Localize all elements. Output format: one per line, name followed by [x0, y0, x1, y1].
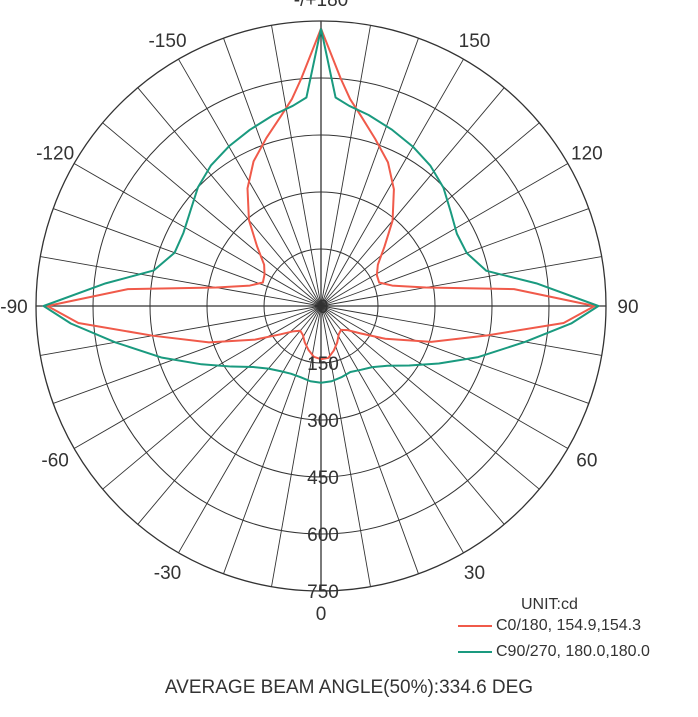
grid-spoke [53, 208, 322, 307]
radial-tick-label: 300 [307, 411, 339, 432]
radial-tick-labels: 0 150 300 450 600 750 [307, 297, 339, 603]
grid-spoke [320, 305, 540, 490]
grid-ring [206, 191, 436, 421]
polar-grid [35, 20, 607, 592]
beam-angle-caption: AVERAGE BEAM ANGLE(50%):334.6 DEG [164, 677, 534, 698]
angle-label: -150 [148, 31, 186, 52]
grid-ring [263, 248, 379, 364]
grid-spoke [320, 163, 569, 307]
unit-label: UNIT:cd [521, 596, 578, 613]
grid-spoke [320, 305, 569, 449]
angle-label: 150 [459, 31, 491, 52]
grid-spoke [320, 87, 505, 307]
grid-spoke [271, 305, 322, 587]
grid-spoke [137, 87, 322, 307]
series-line-1 [42, 28, 600, 384]
angle-label: 120 [571, 144, 603, 165]
angle-label: -90 [0, 297, 27, 318]
series-layer [42, 28, 600, 384]
grid-spoke [271, 25, 322, 307]
grid-spoke [40, 256, 322, 307]
radial-tick-label: 450 [307, 468, 339, 489]
radial-tick-label: 150 [307, 354, 339, 375]
grid-spoke [320, 305, 419, 574]
legend-label-c90: C90/270, 180.0,180.0 [496, 643, 650, 660]
angle-label: -120 [36, 144, 74, 165]
grid-spoke [320, 256, 602, 307]
grid-spoke [137, 305, 322, 525]
radial-tick-label: 0 [318, 297, 329, 318]
grid-spoke [53, 305, 322, 404]
grid-ring [35, 20, 607, 592]
radial-tick-label: 750 [307, 582, 339, 603]
angle-label: 60 [576, 451, 597, 472]
angle-label: -30 [154, 563, 181, 584]
angle-label: 90 [617, 297, 638, 318]
angle-label: 0 [316, 604, 327, 625]
legend-entry-c90: C90/270, 180.0,180.0 [458, 642, 650, 662]
grid-spoke [102, 305, 322, 490]
grid-spoke [320, 305, 602, 356]
angle-label: -/+180 [294, 0, 348, 11]
series-line-0 [46, 28, 596, 361]
grid-spoke [223, 305, 322, 574]
legend-label-c0: C0/180, 154.9,154.3 [496, 617, 642, 634]
angle-label: -60 [41, 451, 68, 472]
grid-ring [92, 77, 550, 535]
legend-swatch-c0 [458, 624, 492, 627]
grid-spoke [320, 122, 540, 307]
grid-ring [149, 134, 493, 478]
grid-spoke [223, 38, 322, 307]
grid-spoke [320, 38, 419, 307]
grid-spoke [320, 25, 371, 307]
grid-spoke [320, 305, 464, 554]
grid-spoke [102, 122, 322, 307]
legend-swatch-c90 [458, 650, 492, 653]
legend-entry-c0: C0/180, 154.9,154.3 [458, 616, 641, 636]
grid-spoke [320, 208, 589, 307]
grid-spoke [73, 305, 322, 449]
grid-spoke [320, 305, 589, 404]
grid-spoke [320, 305, 371, 587]
grid-spoke [40, 305, 322, 356]
angle-label: 30 [464, 563, 485, 584]
grid-spoke [73, 163, 322, 307]
grid-spoke [320, 305, 505, 525]
radial-tick-label: 600 [307, 525, 339, 546]
grid-spoke [178, 305, 322, 554]
